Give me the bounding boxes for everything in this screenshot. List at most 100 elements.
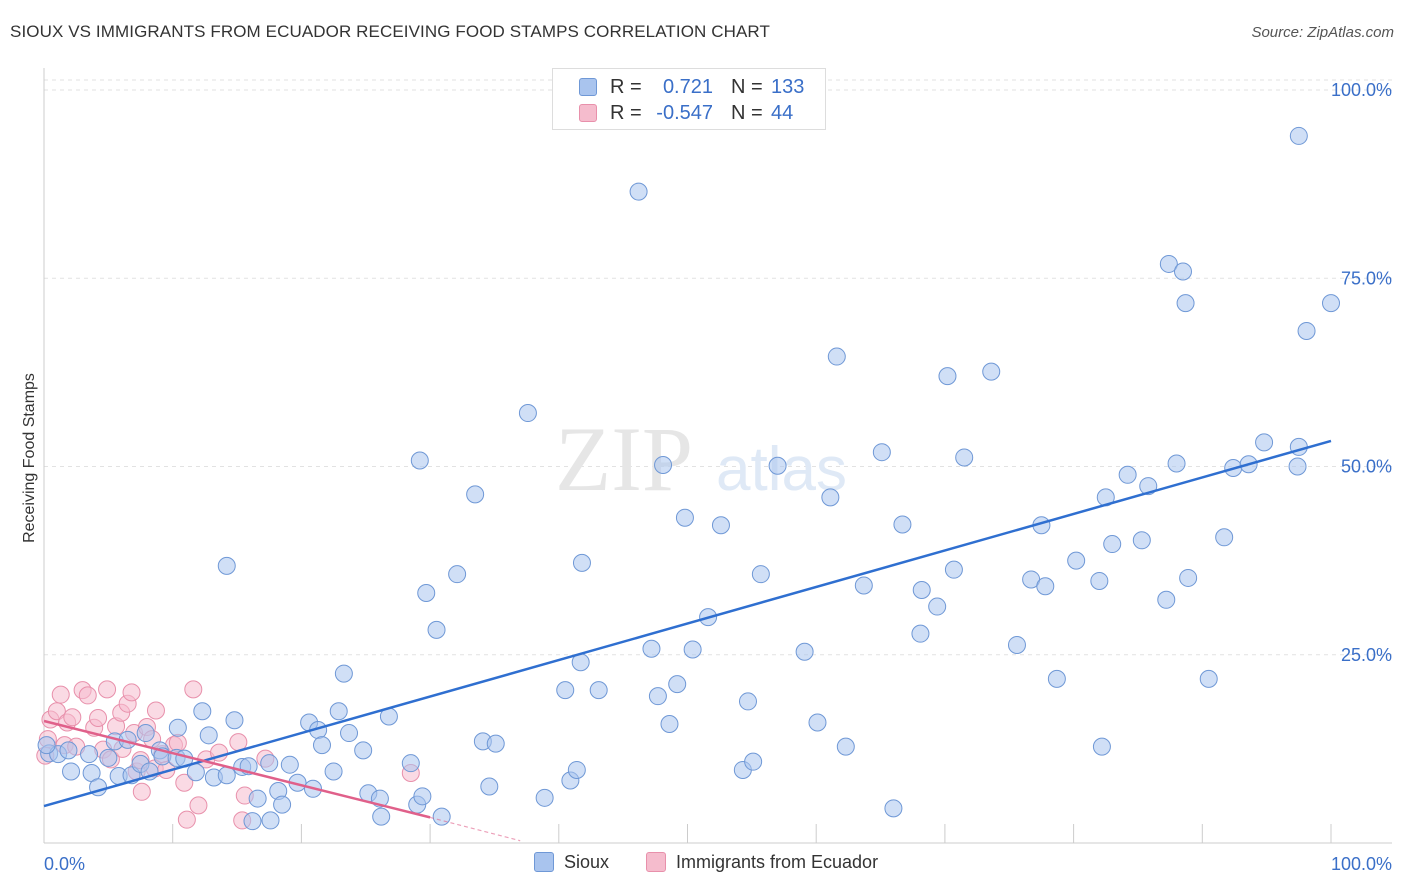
tick-labels: 25.0% 50.0% 75.0% 100.0% 0.0% 100.0% (44, 80, 1392, 874)
data-point-sioux (312, 736, 331, 755)
data-point-sioux (808, 713, 827, 732)
data-point-sioux (642, 639, 661, 658)
stats-row-sioux: R = 0.721 N = 133 (553, 75, 825, 101)
data-point-sioux (193, 702, 212, 721)
sioux-points (37, 126, 1340, 831)
data-point-sioux (260, 754, 279, 773)
r-label: R = (610, 102, 642, 124)
data-point-sioux (136, 724, 155, 743)
data-point-sioux (354, 741, 373, 760)
data-point-sioux (683, 640, 702, 659)
data-point-sioux (1132, 531, 1151, 550)
data-point-sioux (854, 576, 873, 595)
watermark: ZIP atlas (555, 408, 847, 510)
data-point-sioux (944, 560, 963, 579)
data-point-sioux (261, 811, 280, 830)
n-value: 44 (771, 102, 794, 124)
data-point-ecuador (51, 685, 70, 704)
data-point-sioux (1176, 294, 1195, 313)
stats-row-ecuador: R = -0.547 N = 44 (553, 101, 825, 127)
trend-line-ecuador (43, 719, 431, 819)
sioux-legend-swatch (534, 852, 554, 872)
data-point-sioux (1297, 321, 1316, 340)
x-tick-label-max: 100.0% (1331, 854, 1392, 874)
y-tick-label: 75.0% (1341, 268, 1392, 288)
data-point-ecuador (98, 680, 117, 699)
watermark-zip: ZIP (555, 408, 693, 510)
data-point-sioux (955, 448, 974, 467)
data-point-sioux (1036, 577, 1055, 596)
data-point-sioux (427, 620, 446, 639)
data-point-sioux (872, 443, 891, 462)
data-point-sioux (938, 367, 957, 386)
data-point-sioux (62, 762, 81, 781)
data-point-sioux (1090, 571, 1109, 590)
data-point-sioux (329, 702, 348, 721)
data-point-sioux (768, 456, 787, 475)
data-point-sioux (827, 347, 846, 366)
y-axis-label: Receiving Food Stamps (21, 373, 38, 543)
data-point-sioux (556, 681, 575, 700)
data-point-sioux (572, 553, 591, 572)
data-point-ecuador (189, 796, 208, 815)
data-point-sioux (486, 734, 505, 753)
r-value: -0.547 (656, 102, 713, 124)
data-point-sioux (711, 516, 730, 535)
data-point-sioux (912, 580, 931, 599)
trend-line-ecuador-extension (429, 816, 521, 842)
legend-label-sioux: Sioux (564, 852, 610, 872)
data-point-ecuador (175, 773, 194, 792)
legend-label-ecuador: Immigrants from Ecuador (676, 852, 879, 872)
data-point-ecuador (78, 686, 97, 705)
data-point-sioux (535, 788, 554, 807)
data-point-sioux (168, 718, 187, 737)
data-point-ecuador (168, 733, 187, 752)
data-point-sioux (417, 584, 436, 603)
y-tick-label: 25.0% (1341, 645, 1392, 665)
data-point-sioux (629, 182, 648, 201)
data-point-sioux (751, 565, 770, 584)
data-point-sioux (836, 737, 855, 756)
data-point-sioux (401, 754, 420, 773)
source-label: Source: ZipAtlas.com (1251, 24, 1394, 41)
data-point-sioux (1007, 635, 1026, 654)
data-point-sioux (1215, 528, 1234, 547)
n-label: N = (731, 102, 763, 124)
data-point-sioux (273, 795, 292, 814)
r-label: R = (610, 76, 642, 98)
data-point-sioux (1173, 262, 1192, 281)
data-point-sioux (675, 508, 694, 527)
data-point-sioux (795, 642, 814, 661)
legend-item-sioux[interactable]: Sioux (534, 852, 609, 873)
legend-item-ecuador[interactable]: Immigrants from Ecuador (646, 852, 878, 873)
trend-line-sioux (43, 439, 1332, 808)
data-point-sioux (1067, 551, 1086, 570)
data-point-sioux (37, 736, 56, 755)
data-point-sioux (225, 711, 244, 730)
data-point-sioux (99, 748, 118, 767)
data-point-sioux (928, 597, 947, 616)
data-point-sioux (821, 488, 840, 507)
data-point-ecuador (146, 701, 165, 720)
data-point-sioux (1322, 294, 1340, 313)
data-point-ecuador (63, 708, 82, 727)
data-point-sioux (80, 745, 99, 764)
data-point-sioux (518, 404, 537, 423)
data-point-sioux (59, 741, 78, 760)
data-point-ecuador (89, 709, 108, 728)
data-point-sioux (480, 777, 499, 796)
data-point-ecuador (184, 680, 203, 699)
data-point-sioux (744, 752, 763, 771)
y-tick-label: 100.0% (1331, 80, 1392, 100)
data-point-sioux (648, 687, 667, 706)
n-value: 133 (771, 76, 805, 98)
data-point-sioux (1103, 535, 1122, 554)
data-point-sioux (668, 675, 687, 694)
data-point-sioux (1118, 465, 1137, 484)
stats-legend-box: R = 0.721 N = 133 R = -0.547 N = 44 (552, 68, 826, 130)
data-point-sioux (1288, 457, 1307, 476)
trend-lines (43, 439, 1332, 842)
data-point-sioux (1092, 737, 1111, 756)
data-point-sioux (186, 763, 205, 782)
ecuador-legend-swatch (646, 852, 666, 872)
